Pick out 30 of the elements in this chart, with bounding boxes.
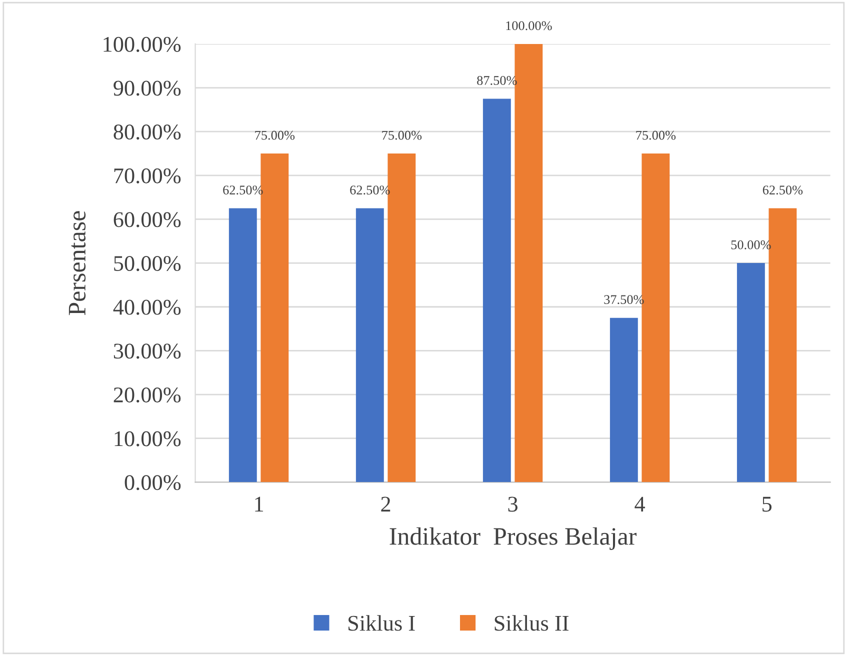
bar [356,208,384,482]
data-label: 100.00% [506,21,552,30]
y-tick-label: 40.00% [113,300,181,315]
data-label: 75.00% [255,130,295,140]
y-tick-label: 90.00% [114,80,181,96]
data-label: 75.00% [636,130,676,140]
legend-label: Siklus I [348,615,415,631]
bar [482,98,511,482]
bar [228,208,257,482]
y-tick-label: 60.00% [114,212,181,228]
data-label: 62.50% [762,186,803,195]
bar [736,263,765,482]
legend-label: Siklus II [494,615,568,631]
y-tick-label: 10.00% [114,431,181,446]
x-tick-label: 5 [762,496,772,512]
y-tick-label: 0.00% [124,475,181,490]
y-axis-title: Persentase [68,211,86,316]
x-tick-label: 1 [255,496,263,512]
x-tick-label: 3 [508,496,518,512]
data-label: 75.00% [382,130,422,140]
y-tick-label: 70.00% [114,168,181,184]
y-tick-label: 50.00% [114,256,181,272]
x-tick-label: 2 [381,496,390,512]
bar [610,318,638,482]
x-tick-label: 4 [634,496,646,512]
y-tick-label: 20.00% [114,387,181,403]
y-tick-label: 80.00% [114,124,181,140]
x-axis-title: Indikator Proses Belajar [390,527,636,550]
y-tick-label: 100.00% [104,36,181,52]
y-tick-label: 30.00% [114,344,181,359]
